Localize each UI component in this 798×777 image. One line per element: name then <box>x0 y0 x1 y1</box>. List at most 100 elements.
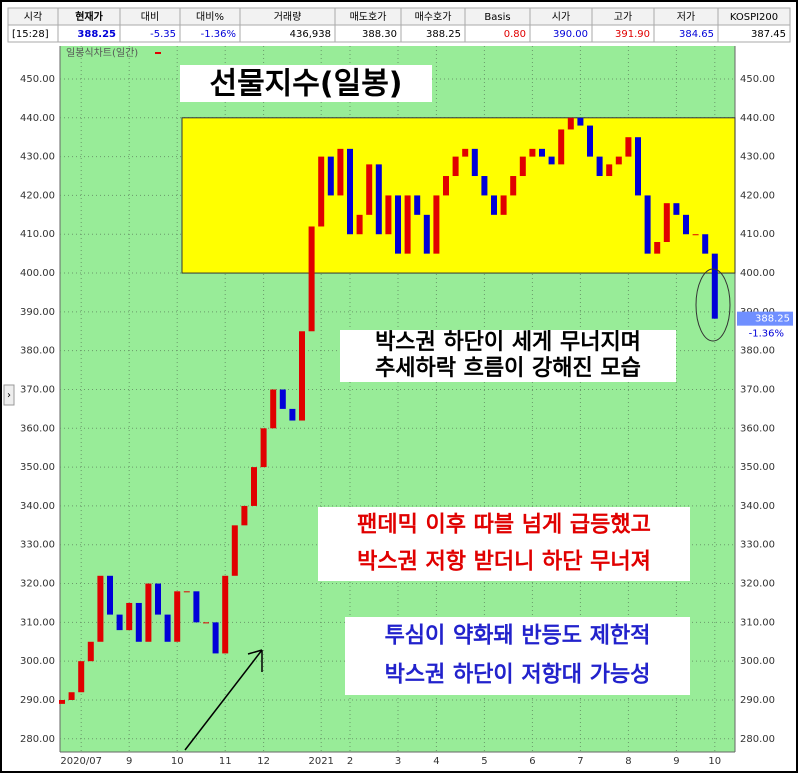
annotation-box <box>345 617 690 695</box>
candle <box>337 148 344 196</box>
y-tick-label-right: 430.00 <box>740 152 775 163</box>
header-label: 대비% <box>196 11 224 23</box>
candle <box>116 614 123 631</box>
candle <box>443 176 449 196</box>
candle <box>145 583 152 642</box>
x-tick-label: 8 <box>625 756 631 767</box>
candle <box>356 214 363 235</box>
value-cell <box>717 24 791 43</box>
chart-title: 선물지수(일봉) <box>209 67 402 102</box>
candle <box>183 591 190 593</box>
candle <box>155 583 161 615</box>
candle <box>702 234 709 254</box>
candle <box>635 137 641 196</box>
title-box <box>180 65 432 102</box>
header-value: 388.25 <box>426 29 461 40</box>
candle <box>327 156 334 196</box>
candle <box>558 129 565 165</box>
x-tick-label: 10 <box>171 756 184 767</box>
side-button-icon: › <box>7 390 11 401</box>
y-tick-label: 400.00 <box>20 268 55 279</box>
candle <box>500 195 507 215</box>
header-value: 384.65 <box>679 29 714 40</box>
candle <box>711 253 718 319</box>
y-tick-label: 370.00 <box>20 384 55 395</box>
candle <box>519 156 526 177</box>
candle <box>663 203 670 243</box>
y-tick-label: 430.00 <box>20 152 55 163</box>
y-tick-label: 410.00 <box>20 229 55 240</box>
candle <box>471 148 478 177</box>
candle <box>491 195 497 215</box>
y-tick-label-right: 370.00 <box>740 384 775 395</box>
header-value: -1.36% <box>201 29 236 40</box>
y-tick-label: 420.00 <box>20 190 55 201</box>
legend-swatch <box>155 52 161 54</box>
x-tick-label: 2 <box>347 756 353 767</box>
x-tick-label: 12 <box>257 756 270 767</box>
candle <box>385 195 392 235</box>
candle <box>241 505 248 526</box>
y-tick-label-right: 320.00 <box>740 579 775 590</box>
candle <box>193 591 200 623</box>
y-tick-label-right: 380.00 <box>740 346 775 357</box>
y-tick-label-right: 420.00 <box>740 190 775 201</box>
header-label: 매도호가 <box>350 11 387 23</box>
candle <box>615 156 622 165</box>
candle <box>59 699 65 704</box>
candle <box>135 602 142 642</box>
y-tick-label: 380.00 <box>20 346 55 357</box>
arrow <box>184 649 263 751</box>
y-tick-label-right: 310.00 <box>740 617 775 628</box>
y-tick-label: 340.00 <box>20 501 55 512</box>
y-tick-label: 350.00 <box>20 462 55 473</box>
header-value: [15:28] <box>12 29 49 40</box>
candle <box>164 614 171 642</box>
candle <box>97 575 104 642</box>
candle <box>510 176 517 196</box>
y-tick-label: 330.00 <box>20 540 55 551</box>
candle <box>481 176 488 196</box>
x-tick-label: 10 <box>708 756 721 767</box>
y-tick-label: 360.00 <box>20 423 55 434</box>
candle <box>251 467 257 506</box>
candle <box>577 117 584 126</box>
candle <box>212 622 219 654</box>
x-tick-label: 9 <box>673 756 679 767</box>
y-tick-label-right: 440.00 <box>740 113 775 124</box>
header-label: 시각 <box>24 11 42 23</box>
candle <box>606 164 613 177</box>
price-tag <box>737 311 793 326</box>
y-tick-label-right: 350.00 <box>740 462 775 473</box>
x-tick-label: 5 <box>481 756 487 767</box>
candle <box>587 125 593 157</box>
candle <box>299 331 305 421</box>
box-range <box>181 117 736 274</box>
candle <box>673 203 680 215</box>
candle <box>433 195 440 254</box>
candle <box>203 622 209 624</box>
header-label: 대비 <box>141 11 159 23</box>
header-value: 391.90 <box>615 29 650 40</box>
candle <box>414 195 421 215</box>
candle <box>289 408 296 421</box>
x-tick-label: 11 <box>219 756 232 767</box>
annotation: 투심이 약화돼 반등도 제한적 박스권 하단이 저항대 가능성 <box>385 624 651 688</box>
header-label: Basis <box>484 12 510 23</box>
y-tick-label-right: 280.00 <box>740 734 775 745</box>
candle <box>548 156 555 165</box>
header-label: KOSPI200 <box>730 12 778 23</box>
side-button[interactable] <box>3 384 15 406</box>
candle <box>375 164 382 235</box>
header-label: 현재가 <box>75 10 103 23</box>
x-tick-label: 2020/07 <box>60 756 102 767</box>
header-value: 387.45 <box>751 29 786 40</box>
y-tick-label: 290.00 <box>20 695 55 706</box>
candle <box>68 692 75 700</box>
header-value: -5.35 <box>150 29 176 40</box>
header-label: 고가 <box>614 11 632 23</box>
candle <box>654 242 661 254</box>
price-tag-value: 388.25 <box>755 314 790 325</box>
y-tick-label: 390.00 <box>20 307 55 318</box>
